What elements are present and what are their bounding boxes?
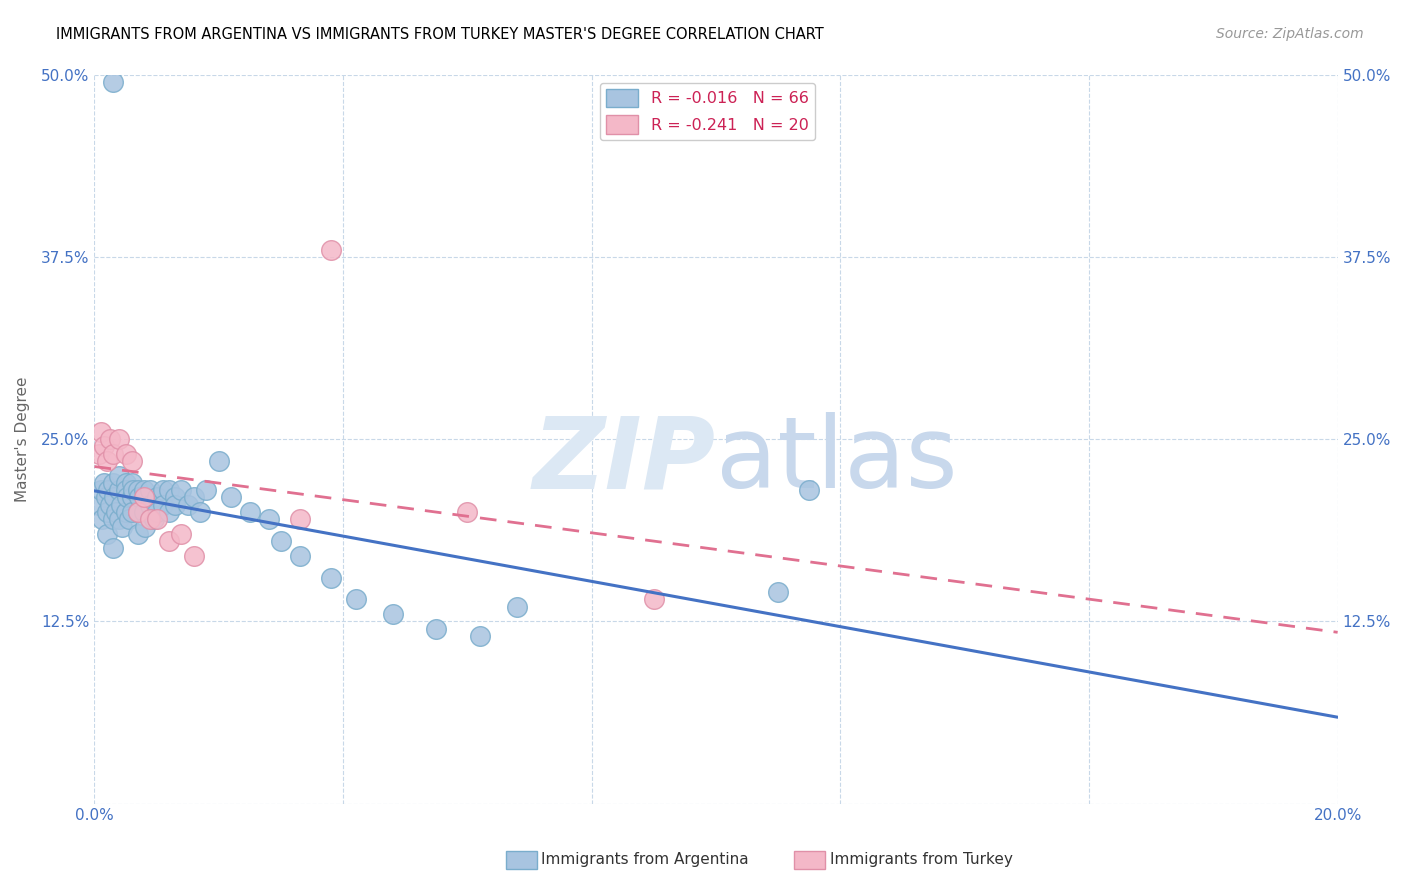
Point [766, 585, 789, 599]
Point [101, 512, 124, 526]
Text: Immigrants from Turkey: Immigrants from Turkey [830, 853, 1012, 867]
Point [121, 475, 143, 490]
Point [152, 498, 174, 512]
Point [90, 512, 112, 526]
Point [114, 505, 136, 519]
Point [97, 483, 120, 497]
Point [114, 483, 136, 497]
Point [101, 75, 124, 89]
Point [177, 498, 200, 512]
Point [425, 622, 447, 636]
Point [134, 491, 156, 505]
Point [128, 491, 150, 505]
Point [188, 505, 211, 519]
Point [114, 447, 136, 461]
Point [98, 432, 121, 446]
Point [89, 447, 111, 461]
Point [114, 475, 136, 490]
Text: Source: ZipAtlas.com: Source: ZipAtlas.com [1216, 27, 1364, 41]
Point [170, 526, 193, 541]
Point [195, 483, 218, 497]
Point [165, 498, 187, 512]
Point [319, 243, 342, 257]
Point [134, 519, 156, 533]
Point [101, 475, 124, 490]
Point [319, 571, 342, 585]
Point [381, 607, 404, 621]
Point [145, 505, 167, 519]
Point [183, 491, 205, 505]
Text: atlas: atlas [716, 412, 957, 509]
Point [344, 592, 367, 607]
Point [96, 505, 118, 519]
Point [219, 491, 242, 505]
Point [257, 512, 280, 526]
Point [127, 526, 149, 541]
Point [506, 599, 529, 614]
Point [643, 592, 665, 607]
Point [139, 512, 162, 526]
Point [108, 483, 131, 497]
Point [90, 483, 112, 497]
Point [152, 483, 174, 497]
Point [468, 629, 491, 643]
Point [145, 512, 167, 526]
Point [270, 534, 292, 549]
Point [96, 454, 118, 468]
Point [103, 491, 125, 505]
Point [94, 491, 117, 505]
Point [90, 425, 112, 439]
Point [145, 491, 167, 505]
Point [127, 505, 149, 519]
Point [139, 498, 162, 512]
Point [93, 439, 115, 453]
Point [142, 512, 165, 526]
Point [121, 454, 143, 468]
Point [127, 505, 149, 519]
Point [93, 475, 115, 490]
Point [127, 483, 149, 497]
Point [89, 498, 111, 512]
Point [139, 483, 162, 497]
Legend: R = -0.016   N = 66, R = -0.241   N = 20: R = -0.016 N = 66, R = -0.241 N = 20 [600, 82, 815, 140]
Point [157, 534, 180, 549]
Point [110, 498, 132, 512]
Point [105, 505, 128, 519]
Point [456, 505, 478, 519]
Point [108, 432, 131, 446]
Point [121, 505, 143, 519]
Point [111, 519, 134, 533]
Point [208, 454, 231, 468]
Y-axis label: Master's Degree: Master's Degree [15, 376, 30, 502]
Point [122, 483, 145, 497]
Point [115, 491, 138, 505]
Point [183, 549, 205, 563]
Point [288, 512, 311, 526]
Point [118, 512, 141, 526]
Point [165, 491, 187, 505]
Point [98, 498, 121, 512]
Point [101, 447, 124, 461]
Text: IMMIGRANTS FROM ARGENTINA VS IMMIGRANTS FROM TURKEY MASTER'S DEGREE CORRELATION : IMMIGRANTS FROM ARGENTINA VS IMMIGRANTS … [56, 27, 824, 42]
Point [134, 505, 156, 519]
Text: Immigrants from Argentina: Immigrants from Argentina [541, 853, 749, 867]
Point [288, 549, 311, 563]
Text: ZIP: ZIP [533, 412, 716, 509]
Point [108, 512, 131, 526]
Point [170, 483, 193, 497]
Point [101, 541, 124, 556]
Point [239, 505, 262, 519]
Point [108, 468, 131, 483]
Point [96, 526, 118, 541]
Point [134, 483, 156, 497]
Point [157, 505, 180, 519]
Point [121, 491, 143, 505]
Point [799, 483, 821, 497]
Point [157, 483, 180, 497]
